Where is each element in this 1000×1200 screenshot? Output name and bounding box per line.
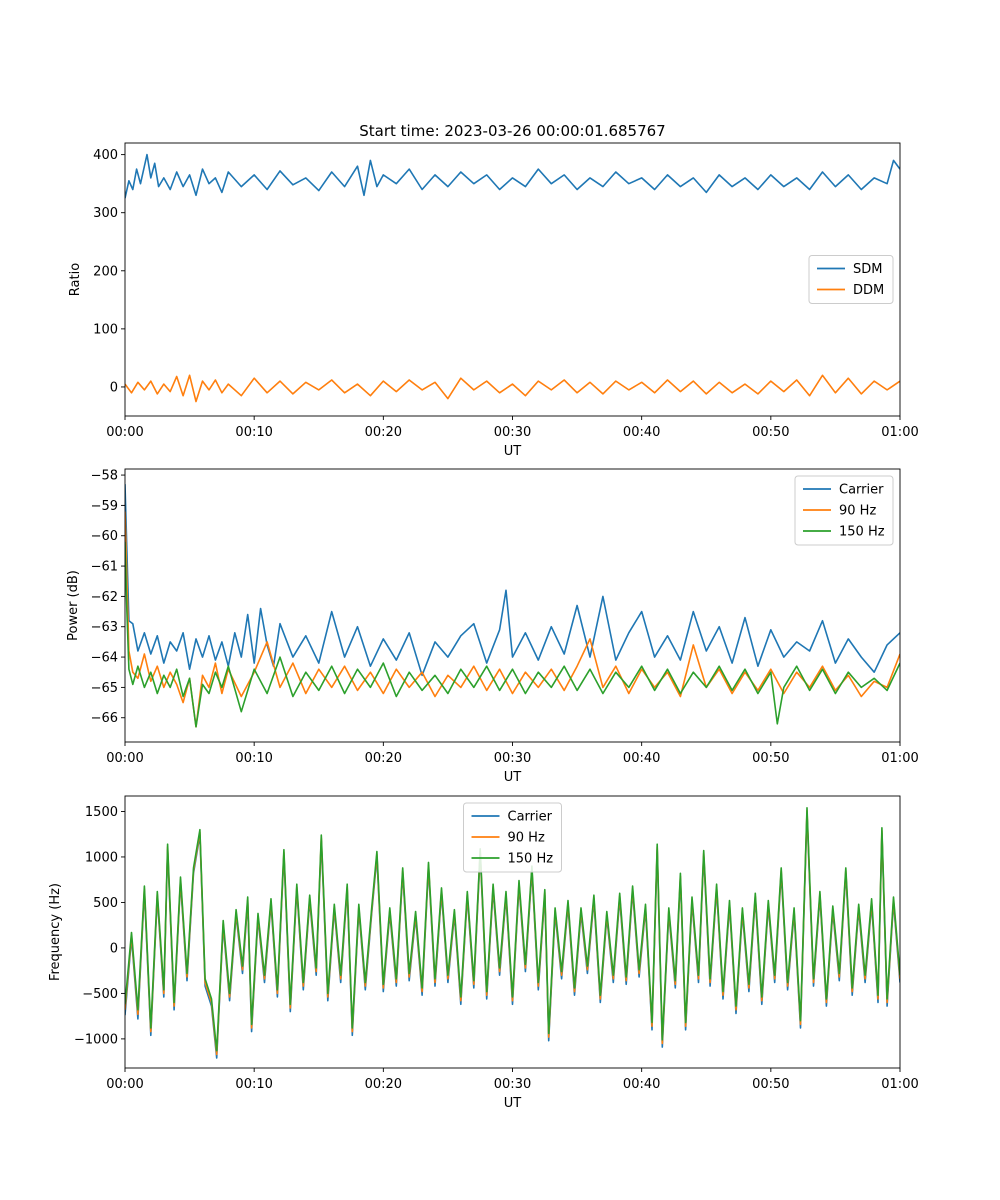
y-tick-label: −58: [91, 469, 118, 484]
x-axis-label: UT: [504, 444, 522, 459]
x-tick-label: 00:30: [494, 751, 531, 766]
x-tick-label: 00:30: [494, 425, 531, 440]
x-tick-label: 01:00: [881, 751, 918, 766]
y-tick-label: −62: [91, 590, 118, 605]
y-tick-label: 500: [93, 896, 118, 911]
legend: SDM DDM: [808, 255, 894, 304]
legend-entry: Carrier: [508, 810, 553, 825]
panel-3: 00:00 00:10 00:20 00:30 00:40 00:50 01:00 1500 1…: [48, 795, 919, 1111]
y-tick-label: 100: [93, 322, 118, 337]
x-tick-label: 00:40: [623, 425, 660, 440]
y-axis-label: Frequency (Hz): [48, 883, 63, 981]
y-tick-label: −500: [82, 987, 118, 1002]
y-tick-label: 400: [93, 148, 118, 163]
x-tick-label: 00:30: [494, 1077, 531, 1092]
x-tick-label: 00:10: [235, 425, 272, 440]
y-tick-label: −1000: [74, 1032, 118, 1047]
x-axis-label: UT: [504, 770, 522, 785]
y-tick-label: −61: [91, 560, 118, 575]
legend-entry: SDM: [853, 262, 882, 277]
y-tick-label: −59: [91, 499, 118, 514]
y-tick-label: 200: [93, 264, 118, 279]
x-axis-label: UT: [504, 1096, 522, 1111]
y-axis-label: Ratio: [68, 263, 83, 296]
series-line-150-hz: [125, 807, 900, 1052]
legend: Carrier 90 Hz 150 Hz: [794, 475, 894, 546]
y-axis-label: Power (dB): [66, 570, 81, 641]
legend-box: [463, 802, 562, 873]
legend-box: [808, 255, 894, 304]
x-tick-label: 00:20: [365, 425, 402, 440]
x-tick-label: 00:20: [365, 1077, 402, 1092]
series-line-150-hz: [125, 541, 900, 728]
legend: Carrier 90 Hz 150 Hz: [463, 802, 562, 873]
x-tick-label: 00:40: [623, 751, 660, 766]
x-tick-label: 00:00: [106, 425, 143, 440]
x-tick-label: 01:00: [881, 425, 918, 440]
x-tick-label: 00:50: [752, 425, 789, 440]
panel-1: 00:00 00:10 00:20 00:30 00:40 00:50 01:00 0 100 2…: [68, 142, 919, 459]
series-line-carrier: [125, 484, 900, 677]
panel-2: 00:00 00:10 00:20 00:30 00:40 00:50 01:00 −58 −5…: [66, 468, 919, 785]
y-tick-label: −64: [91, 651, 118, 666]
x-tick-label: 00:00: [106, 1077, 143, 1092]
x-tick-label: 00:10: [235, 1077, 272, 1092]
legend-entry: 150 Hz: [508, 852, 554, 867]
x-tick-label: 00:50: [752, 751, 789, 766]
x-tick-label: 01:00: [881, 1077, 918, 1092]
y-tick-label: −65: [91, 681, 118, 696]
x-tick-label: 00:20: [365, 751, 402, 766]
y-tick-label: 300: [93, 206, 118, 221]
y-tick-label: 0: [110, 941, 118, 956]
x-tick-label: 00:00: [106, 751, 143, 766]
legend-entry: 150 Hz: [839, 525, 885, 540]
panels: 00:00 00:10 00:20 00:30 00:40 00:50 01:00 0 100 2…: [48, 142, 919, 1111]
figure-title: Start time: 2023-03-26 00:00:01.685767: [359, 122, 665, 140]
series-line-sdm: [125, 153, 900, 199]
y-tick-label: 1500: [85, 805, 118, 820]
y-tick-label: 0: [110, 380, 118, 395]
x-tick-label: 00:50: [752, 1077, 789, 1092]
legend-entry: Carrier: [839, 483, 884, 498]
y-tick-label: −63: [91, 620, 118, 635]
legend-entry: DDM: [853, 283, 884, 298]
legend-entry: 90 Hz: [839, 504, 876, 519]
legend-box: [794, 475, 894, 546]
legend-entry: 90 Hz: [508, 831, 545, 846]
x-tick-label: 00:40: [623, 1077, 660, 1092]
series-line-ddm: [125, 374, 900, 403]
y-tick-label: −60: [91, 529, 118, 544]
x-tick-label: 00:10: [235, 751, 272, 766]
y-tick-label: −66: [91, 711, 118, 726]
y-tick-label: 1000: [85, 850, 118, 865]
